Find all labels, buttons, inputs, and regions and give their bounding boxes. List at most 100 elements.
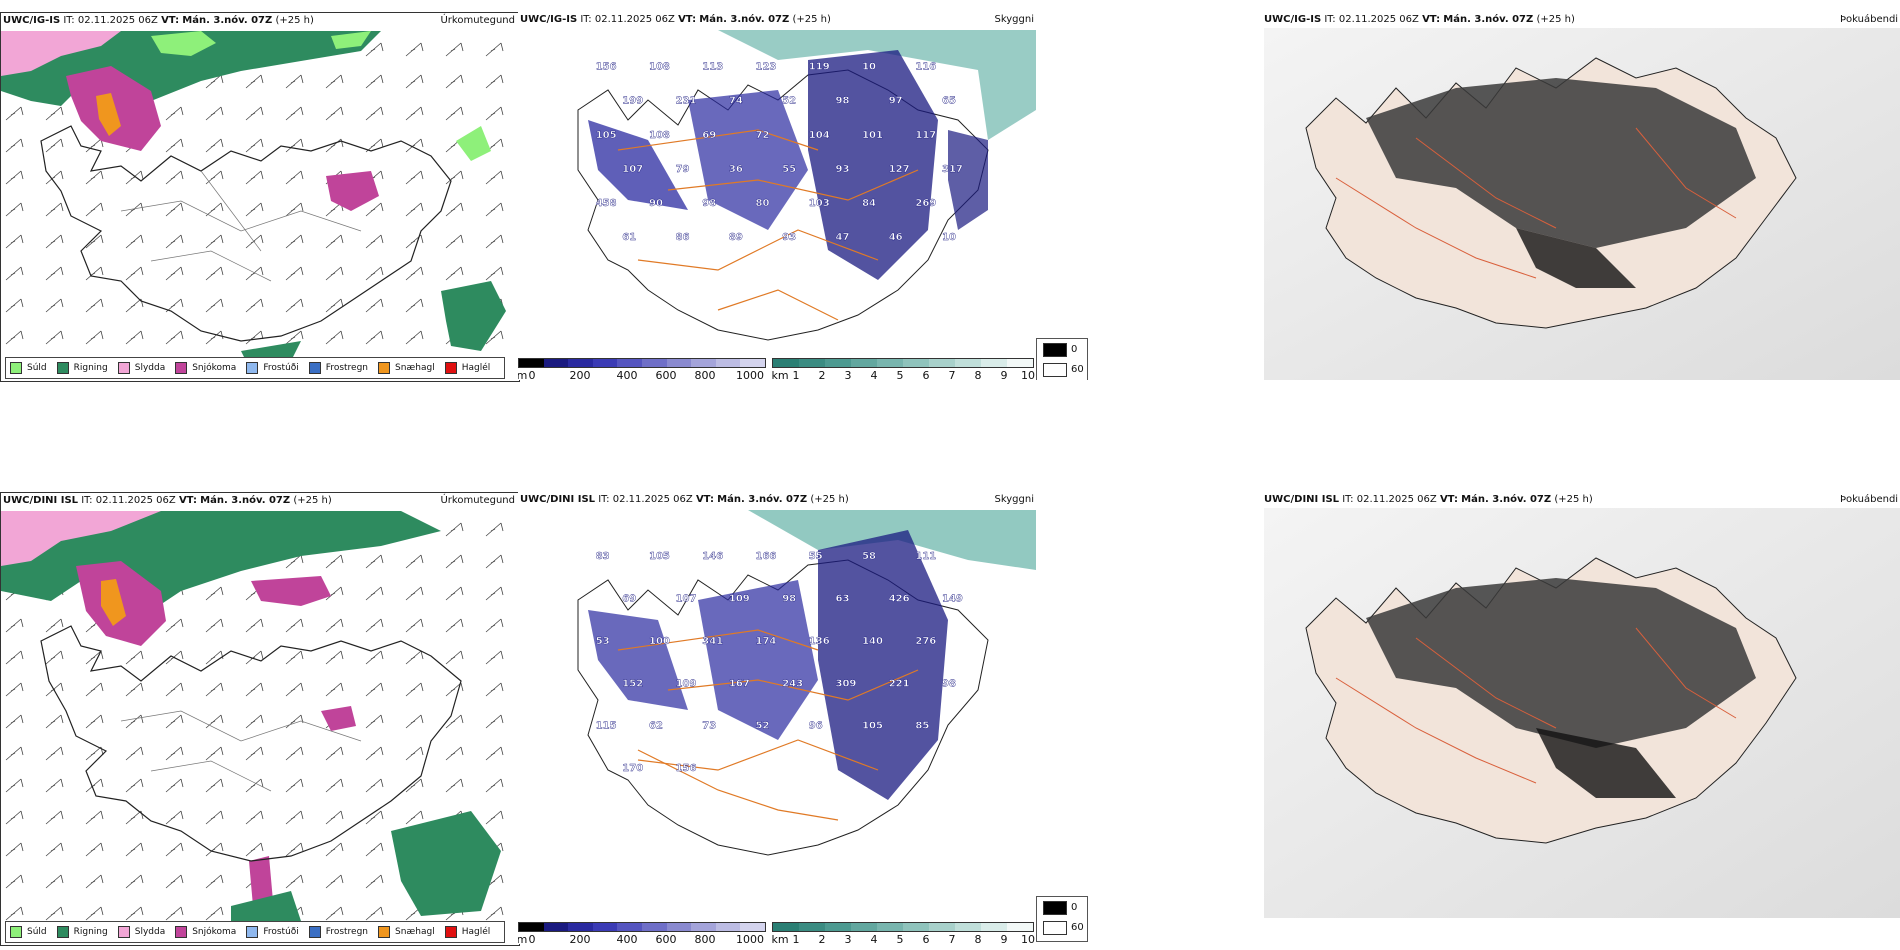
- height-label: 231: [676, 96, 697, 107]
- colorbar-tick: 5: [896, 933, 904, 944]
- height-label: 113: [702, 62, 723, 73]
- height-label: 98: [836, 96, 850, 107]
- height-colorbar-swatches: [518, 358, 766, 368]
- fog-key-dark: [1043, 343, 1067, 357]
- slydda-area: [1, 31, 121, 76]
- lead-time: (+25 h): [275, 15, 314, 26]
- height-label: 10: [862, 62, 876, 73]
- height-label: 53: [596, 636, 610, 647]
- height-label: 93: [782, 232, 796, 243]
- colorbar-tick: 200: [569, 933, 591, 944]
- height-label: 98: [782, 594, 796, 605]
- lead-time: (+25 h): [1554, 494, 1593, 505]
- height-label: 55: [782, 164, 796, 175]
- height-label: 458: [596, 198, 617, 209]
- iceland-outline: [40, 125, 452, 342]
- colorbar-tick: 10: [1021, 933, 1035, 944]
- colorbar-tick: 400: [616, 369, 638, 380]
- fog-key-dark-value: 0: [1071, 902, 1078, 913]
- height-label: 85: [915, 721, 929, 732]
- legend-item: Frostúði: [246, 926, 299, 938]
- model-name: UWC/IG-IS: [1264, 14, 1322, 25]
- init-time: 02.11.2025 06Z: [612, 494, 693, 505]
- legend-item: Snæhagl: [378, 926, 435, 938]
- height-label: 117: [915, 130, 936, 141]
- height-label: 89: [729, 232, 743, 243]
- height-labels: 156 108 113 123 119 10 116 199 231 74 52 98 97 65 105 1…: [596, 61, 964, 243]
- init-time: 02.11.2025 06Z: [77, 15, 158, 26]
- legend-item: Rigning: [56, 362, 108, 374]
- visibility-colorbar: km 1 2 3 4 5 6 7 8 9 10: [771, 922, 1035, 944]
- legend-swatch: [246, 362, 259, 374]
- height-colorbar: m 0 200 400 600 800 1000: [518, 358, 766, 380]
- height-label: 109: [676, 678, 697, 689]
- legend-item: Haglél: [444, 362, 490, 374]
- colorbar-tick: 1000: [736, 369, 764, 380]
- lead-time: (+25 h): [1536, 14, 1575, 25]
- legend-item: Súld: [10, 926, 47, 938]
- height-label: 156: [676, 763, 697, 774]
- height-label: 98: [702, 198, 716, 209]
- height-label: 317: [942, 164, 963, 175]
- colorbar-tick: 5: [896, 369, 904, 380]
- visibility-panel-row2: UWC/DINI ISL IT: 02.11.2025 06Z VT: Mán.…: [518, 492, 1036, 944]
- fog-key-light-value: 60: [1071, 922, 1084, 933]
- legend-swatch: [308, 362, 321, 374]
- panel-type-label: Úrkomutegund: [440, 495, 515, 506]
- precip-legend: Súld Rigning Slydda Snjókoma Frostúði Fr…: [5, 357, 506, 379]
- colorbar-unit: km: [771, 933, 789, 944]
- legend-swatch: [378, 926, 391, 938]
- fog-key-dark: [1043, 901, 1067, 915]
- height-label: 426: [889, 594, 910, 605]
- height-label: 152: [622, 678, 643, 689]
- colorbar-tick: 3: [844, 369, 852, 380]
- legend-item: Snjókoma: [175, 926, 236, 938]
- height-label: 96: [809, 721, 823, 732]
- panel-title: UWC/IG-IS IT: 02.11.2025 06Z VT: Mán. 3.…: [3, 15, 314, 26]
- legend-item: Frostregn: [308, 362, 368, 374]
- visibility-colorbar-swatches: [772, 922, 1034, 932]
- height-label: 72: [756, 130, 770, 141]
- height-label: 105: [596, 130, 617, 141]
- height-label: 276: [915, 636, 936, 647]
- legend-item: Snæhagl: [378, 362, 435, 374]
- panel-title: UWC/DINI ISL IT: 02.11.2025 06Z VT: Mán.…: [3, 495, 332, 506]
- height-label: 140: [862, 636, 883, 647]
- height-label: 84: [862, 198, 876, 209]
- height-label: 127: [889, 164, 910, 175]
- colorbar-tick: 1: [792, 369, 800, 380]
- fog-panel-row2: UWC/DINI ISL IT: 02.11.2025 06Z VT: Mán.…: [1036, 492, 1900, 944]
- height-label: 104: [809, 130, 830, 141]
- fog-key-light: [1043, 363, 1067, 377]
- init-time: 02.11.2025 06Z: [95, 495, 176, 506]
- panel-type-label: Þokuábendi: [1840, 14, 1899, 25]
- height-label: 109: [729, 594, 750, 605]
- legend-swatch: [378, 362, 391, 374]
- rain-area-se: [391, 811, 501, 916]
- colorbar-tick: 2: [818, 933, 826, 944]
- model-name: UWC/DINI ISL: [1264, 494, 1340, 505]
- colorbar-tick: 600: [655, 369, 677, 380]
- valid-time: Mán. 3.nóv. 07Z: [699, 14, 790, 25]
- height-label: 221: [889, 678, 910, 689]
- panel-title: UWC/DINI ISL IT: 02.11.2025 06Z VT: Mán.…: [1264, 494, 1593, 505]
- rain-area-se: [441, 281, 506, 351]
- height-label: 52: [756, 721, 770, 732]
- fog-key-light-value: 60: [1071, 364, 1084, 375]
- fog-panel-row1: UWC/IG-IS IT: 02.11.2025 06Z VT: Mán. 3.…: [1036, 12, 1900, 380]
- lead-time: (+25 h): [810, 494, 849, 505]
- legend-swatch: [117, 362, 130, 374]
- legend-item: Slydda: [117, 926, 165, 938]
- height-label: 107: [676, 594, 697, 605]
- height-label: 243: [782, 678, 803, 689]
- fog-map: [1264, 508, 1900, 918]
- legend-swatch: [56, 926, 69, 938]
- valid-time: Mán. 3.nóv. 07Z: [717, 494, 808, 505]
- rain-area: [1, 511, 441, 611]
- height-label: 115: [596, 721, 617, 732]
- legend-swatch: [117, 926, 130, 938]
- legend-item: Slydda: [117, 362, 165, 374]
- panel-title: UWC/IG-IS IT: 02.11.2025 06Z VT: Mán. 3.…: [520, 14, 831, 25]
- valid-time: Mán. 3.nóv. 07Z: [1443, 14, 1534, 25]
- panel-title: UWC/IG-IS IT: 02.11.2025 06Z VT: Mán. 3.…: [1264, 14, 1575, 25]
